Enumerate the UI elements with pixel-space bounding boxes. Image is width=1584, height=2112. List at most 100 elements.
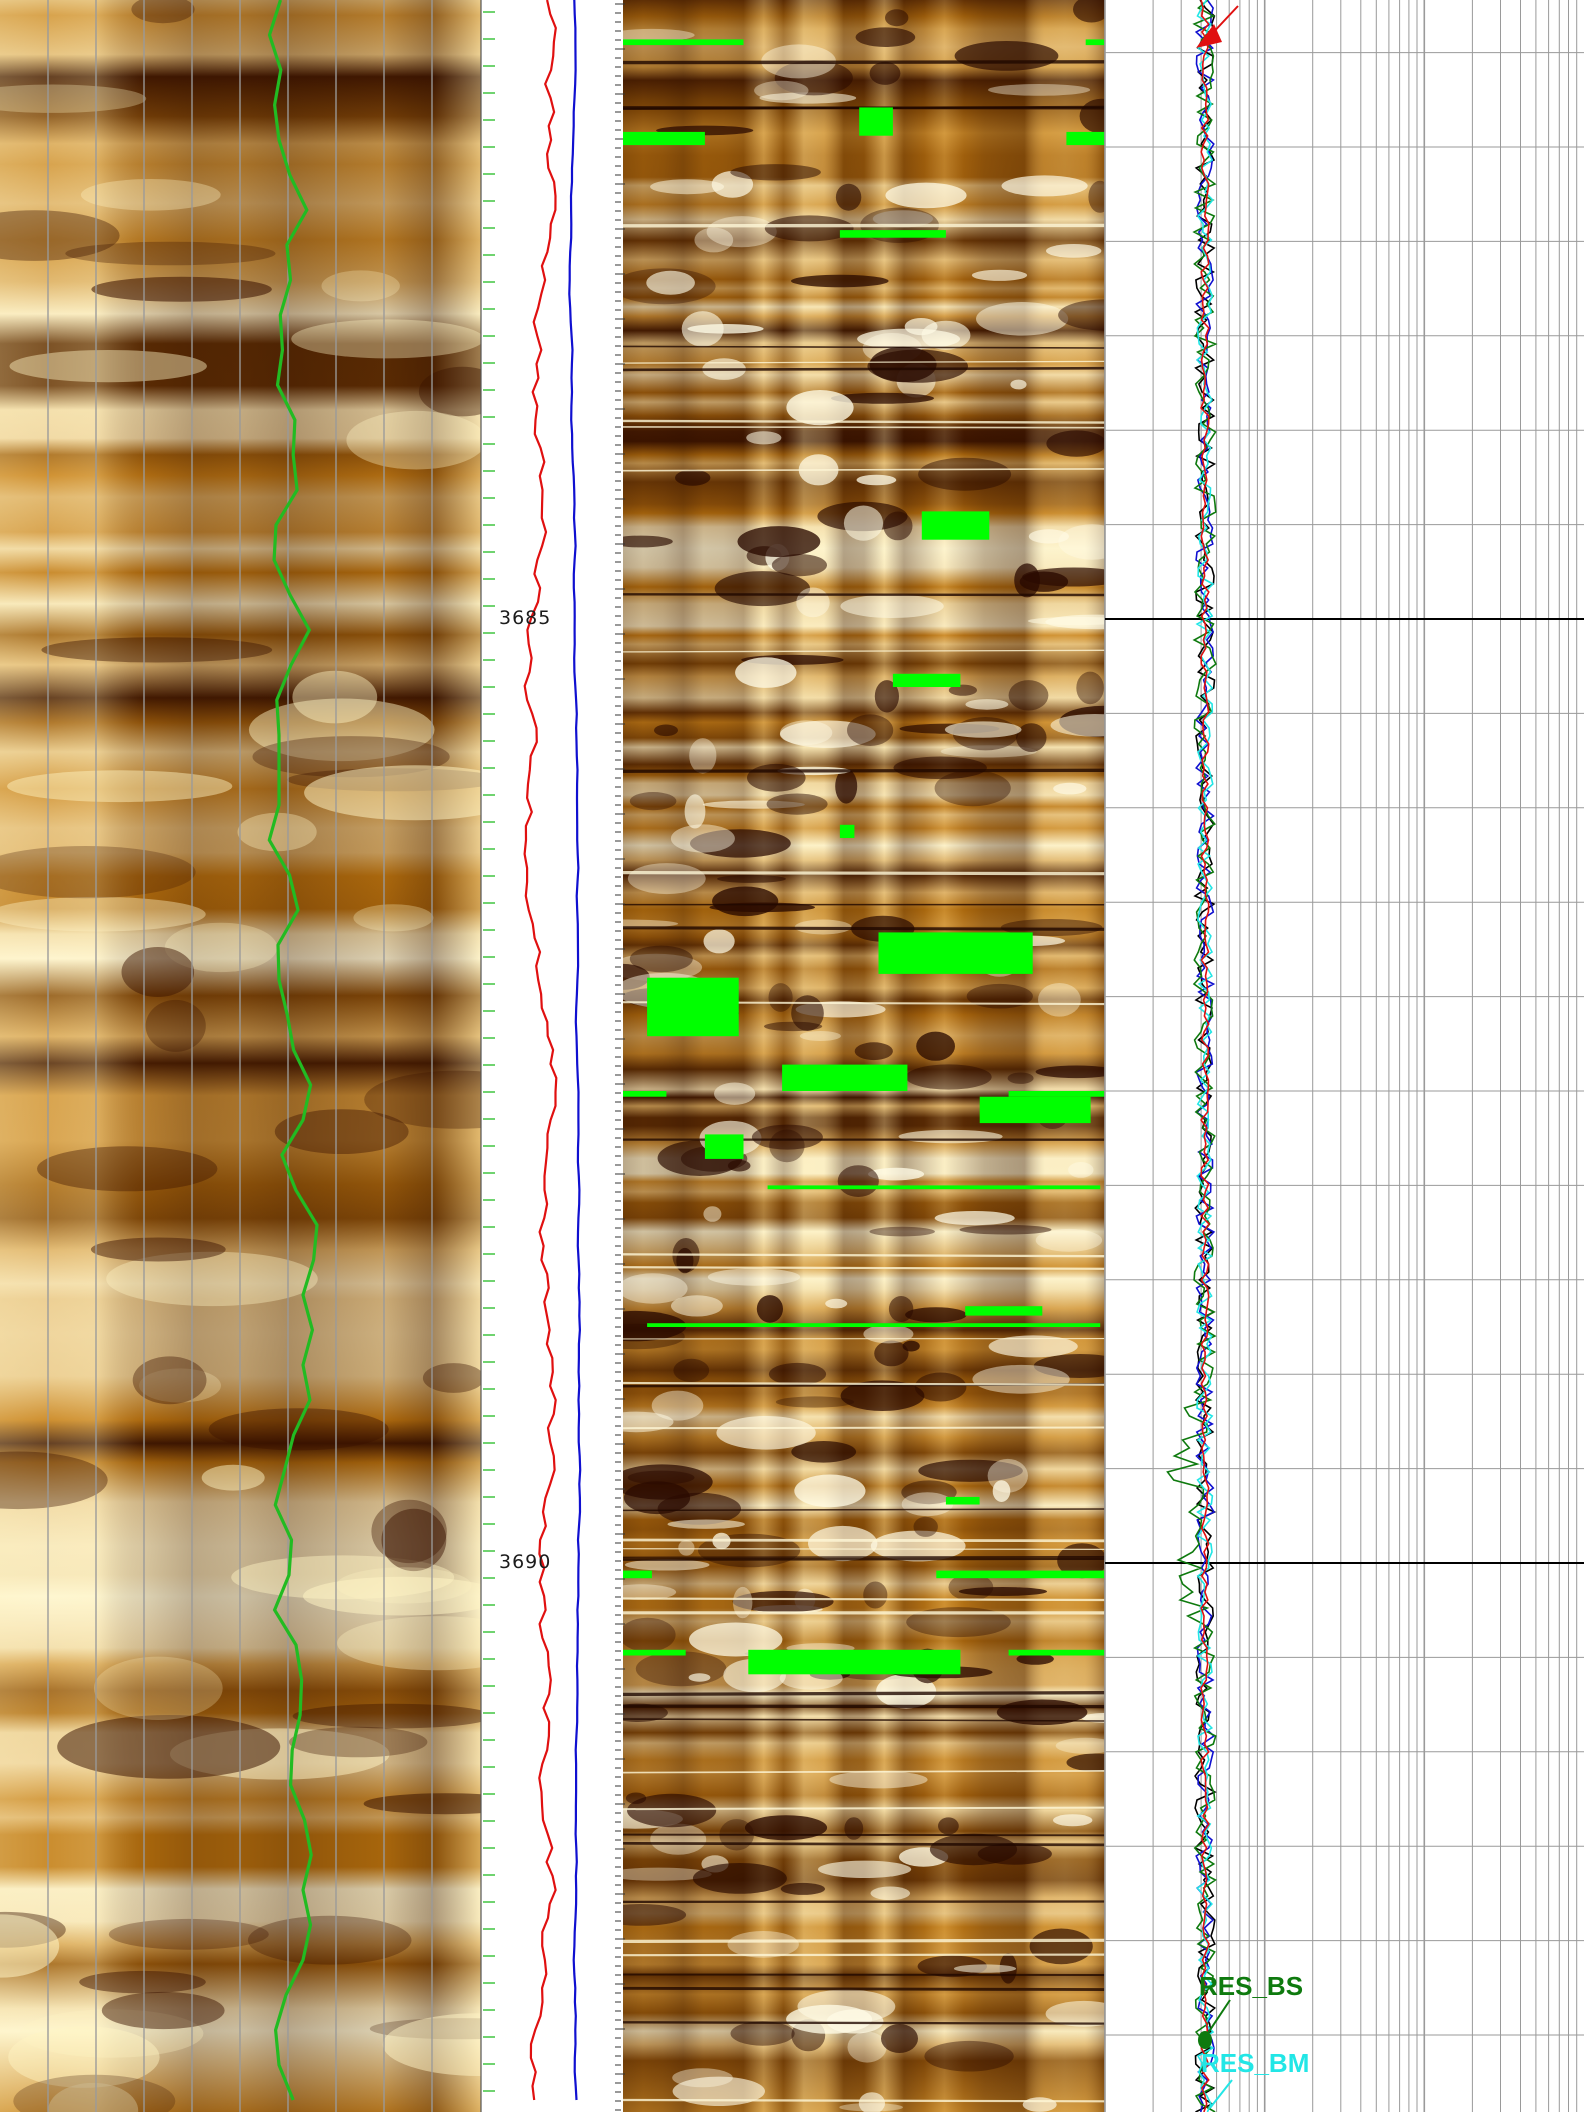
dynamic-image-blotch — [976, 302, 1069, 336]
static-image-blotch — [80, 179, 221, 211]
dynamic-image-blotch — [623, 1617, 676, 1652]
dynamic-image-blotch — [905, 1064, 992, 1090]
dynamic-image-blotch — [730, 2021, 795, 2046]
bedding-line — [622, 1806, 1106, 1811]
dynamic-image-blotch — [623, 1703, 668, 1722]
dynamic-image-blotch — [1016, 1653, 1054, 1665]
bedding-line — [622, 60, 1106, 65]
dynamic-image-blotch — [650, 179, 725, 195]
dynamic-image-blotch — [694, 227, 734, 253]
dynamic-image-blotch — [869, 61, 901, 85]
dynamic-image-blotch — [918, 1459, 1023, 1482]
static-image-blotch — [121, 947, 195, 997]
dynamic-image-blotch — [1053, 1814, 1093, 1827]
dynamic-image-blotch — [623, 919, 679, 928]
dynamic-image-blotch — [754, 80, 809, 101]
static-image-blotch — [353, 904, 434, 932]
dynamic-image-blotch — [735, 657, 797, 688]
dynamic-image-blotch — [746, 431, 782, 445]
dynamic-image-blotch — [1088, 180, 1105, 213]
dynamic-image-blotch — [870, 1530, 966, 1562]
dynamic-image-blotch — [651, 1390, 704, 1421]
dynamic-image-blotch — [684, 794, 706, 829]
bedding-line — [622, 1508, 1106, 1512]
dynamic-image-blotch — [1058, 299, 1105, 331]
static-image-blotch — [0, 846, 196, 899]
dynamic-image-blotch — [843, 505, 884, 541]
bedding-line — [622, 360, 1106, 364]
dynamic-image-blotch — [1046, 430, 1105, 457]
dynamic-image-blotch — [916, 1031, 955, 1061]
dynamic-image-blotch — [847, 714, 894, 746]
dynamic-image-blotch — [759, 92, 857, 104]
static-image-blotch — [304, 765, 481, 821]
bedding-line — [622, 1266, 1106, 1270]
dynamic-image-blotch — [837, 1165, 879, 1197]
dynamic-image-blotch — [623, 963, 650, 990]
bedding-line — [622, 649, 1106, 653]
green-inclusion — [859, 107, 893, 136]
dynamic-image-blotch — [678, 1540, 695, 1556]
dynamic-image-blotch — [786, 390, 854, 426]
dynamic-image-blotch — [672, 2076, 765, 2106]
dynamic-image-blotch — [905, 1307, 967, 1323]
static-image-blotch — [418, 366, 481, 417]
dynamic-image-blotch — [764, 215, 854, 242]
green-inclusion — [979, 1096, 1091, 1124]
dynamic-image-blotch — [624, 1559, 710, 1571]
dynamic-image-blotch — [1022, 2097, 1057, 2112]
bedding-line — [622, 870, 1106, 876]
green-inclusion — [892, 673, 961, 687]
dynamic-image-blotch — [934, 770, 1011, 807]
static-image-blotch — [247, 1915, 412, 1965]
depth-label-3685: 3685 — [499, 607, 551, 629]
dynamic-image-blotch — [714, 1082, 756, 1105]
bedding-line — [622, 1973, 1106, 1976]
bedding-line — [622, 468, 1106, 472]
static-image-blotch — [303, 1576, 481, 1616]
static-image-blotch — [364, 1070, 481, 1129]
static-image-blotch — [0, 84, 147, 113]
dynamic-image-blotch — [629, 945, 693, 973]
dynamic-image-blotch — [858, 2092, 885, 2112]
static-image-blotch — [57, 1715, 281, 1779]
dynamic-image-blotch — [780, 1882, 826, 1895]
bedding-line — [622, 1953, 1106, 1957]
static-image-blotch — [0, 1451, 108, 1510]
dynamic-image-blotch — [965, 699, 1009, 710]
dynamic-image-blotch — [1076, 671, 1104, 705]
dynamic-image-blotch — [737, 526, 821, 558]
static-image-blotch — [132, 1356, 207, 1405]
dynamic-image-blotch — [623, 1867, 712, 1881]
static-image-blotch — [13, 2074, 176, 2112]
dynamic-image-track — [615, 0, 1106, 2112]
bedding-line — [622, 1253, 1106, 1258]
green-inclusion — [647, 977, 739, 1037]
dynamic-image-blotch — [913, 1516, 938, 1537]
dip-curve — [267, 0, 319, 2101]
dynamic-image-blotch — [646, 270, 695, 295]
dynamic-image-blotch — [727, 1931, 799, 1958]
bedding-line — [622, 1841, 1106, 1847]
blue-curve — [568, 0, 582, 2101]
dynamic-image-blotch — [1028, 529, 1069, 544]
dynamic-image-blotch — [779, 720, 876, 748]
dynamic-image-blotch — [625, 1792, 647, 1804]
green-inclusion — [1008, 1649, 1105, 1656]
dynamic-image-blotch — [690, 829, 791, 858]
static-image-blotch — [164, 922, 278, 973]
bedding-line — [622, 1381, 1106, 1386]
static-image-blotch — [208, 1408, 389, 1451]
dynamic-image-blotch — [650, 1823, 707, 1855]
dynamic-image-blotch — [670, 824, 735, 853]
green-inclusion — [936, 1570, 1105, 1579]
bedding-line — [622, 1938, 1106, 1944]
dynamic-image-blotch — [799, 1031, 842, 1041]
dynamic-image-blotch — [756, 1295, 784, 1323]
dynamic-image-blotch — [972, 1364, 1070, 1394]
static-image-blotch — [0, 1914, 60, 1978]
depth-label-3690: 3690 — [499, 1551, 551, 1573]
bedding-line — [622, 1538, 1106, 1543]
dynamic-image-blotch — [1016, 723, 1047, 752]
